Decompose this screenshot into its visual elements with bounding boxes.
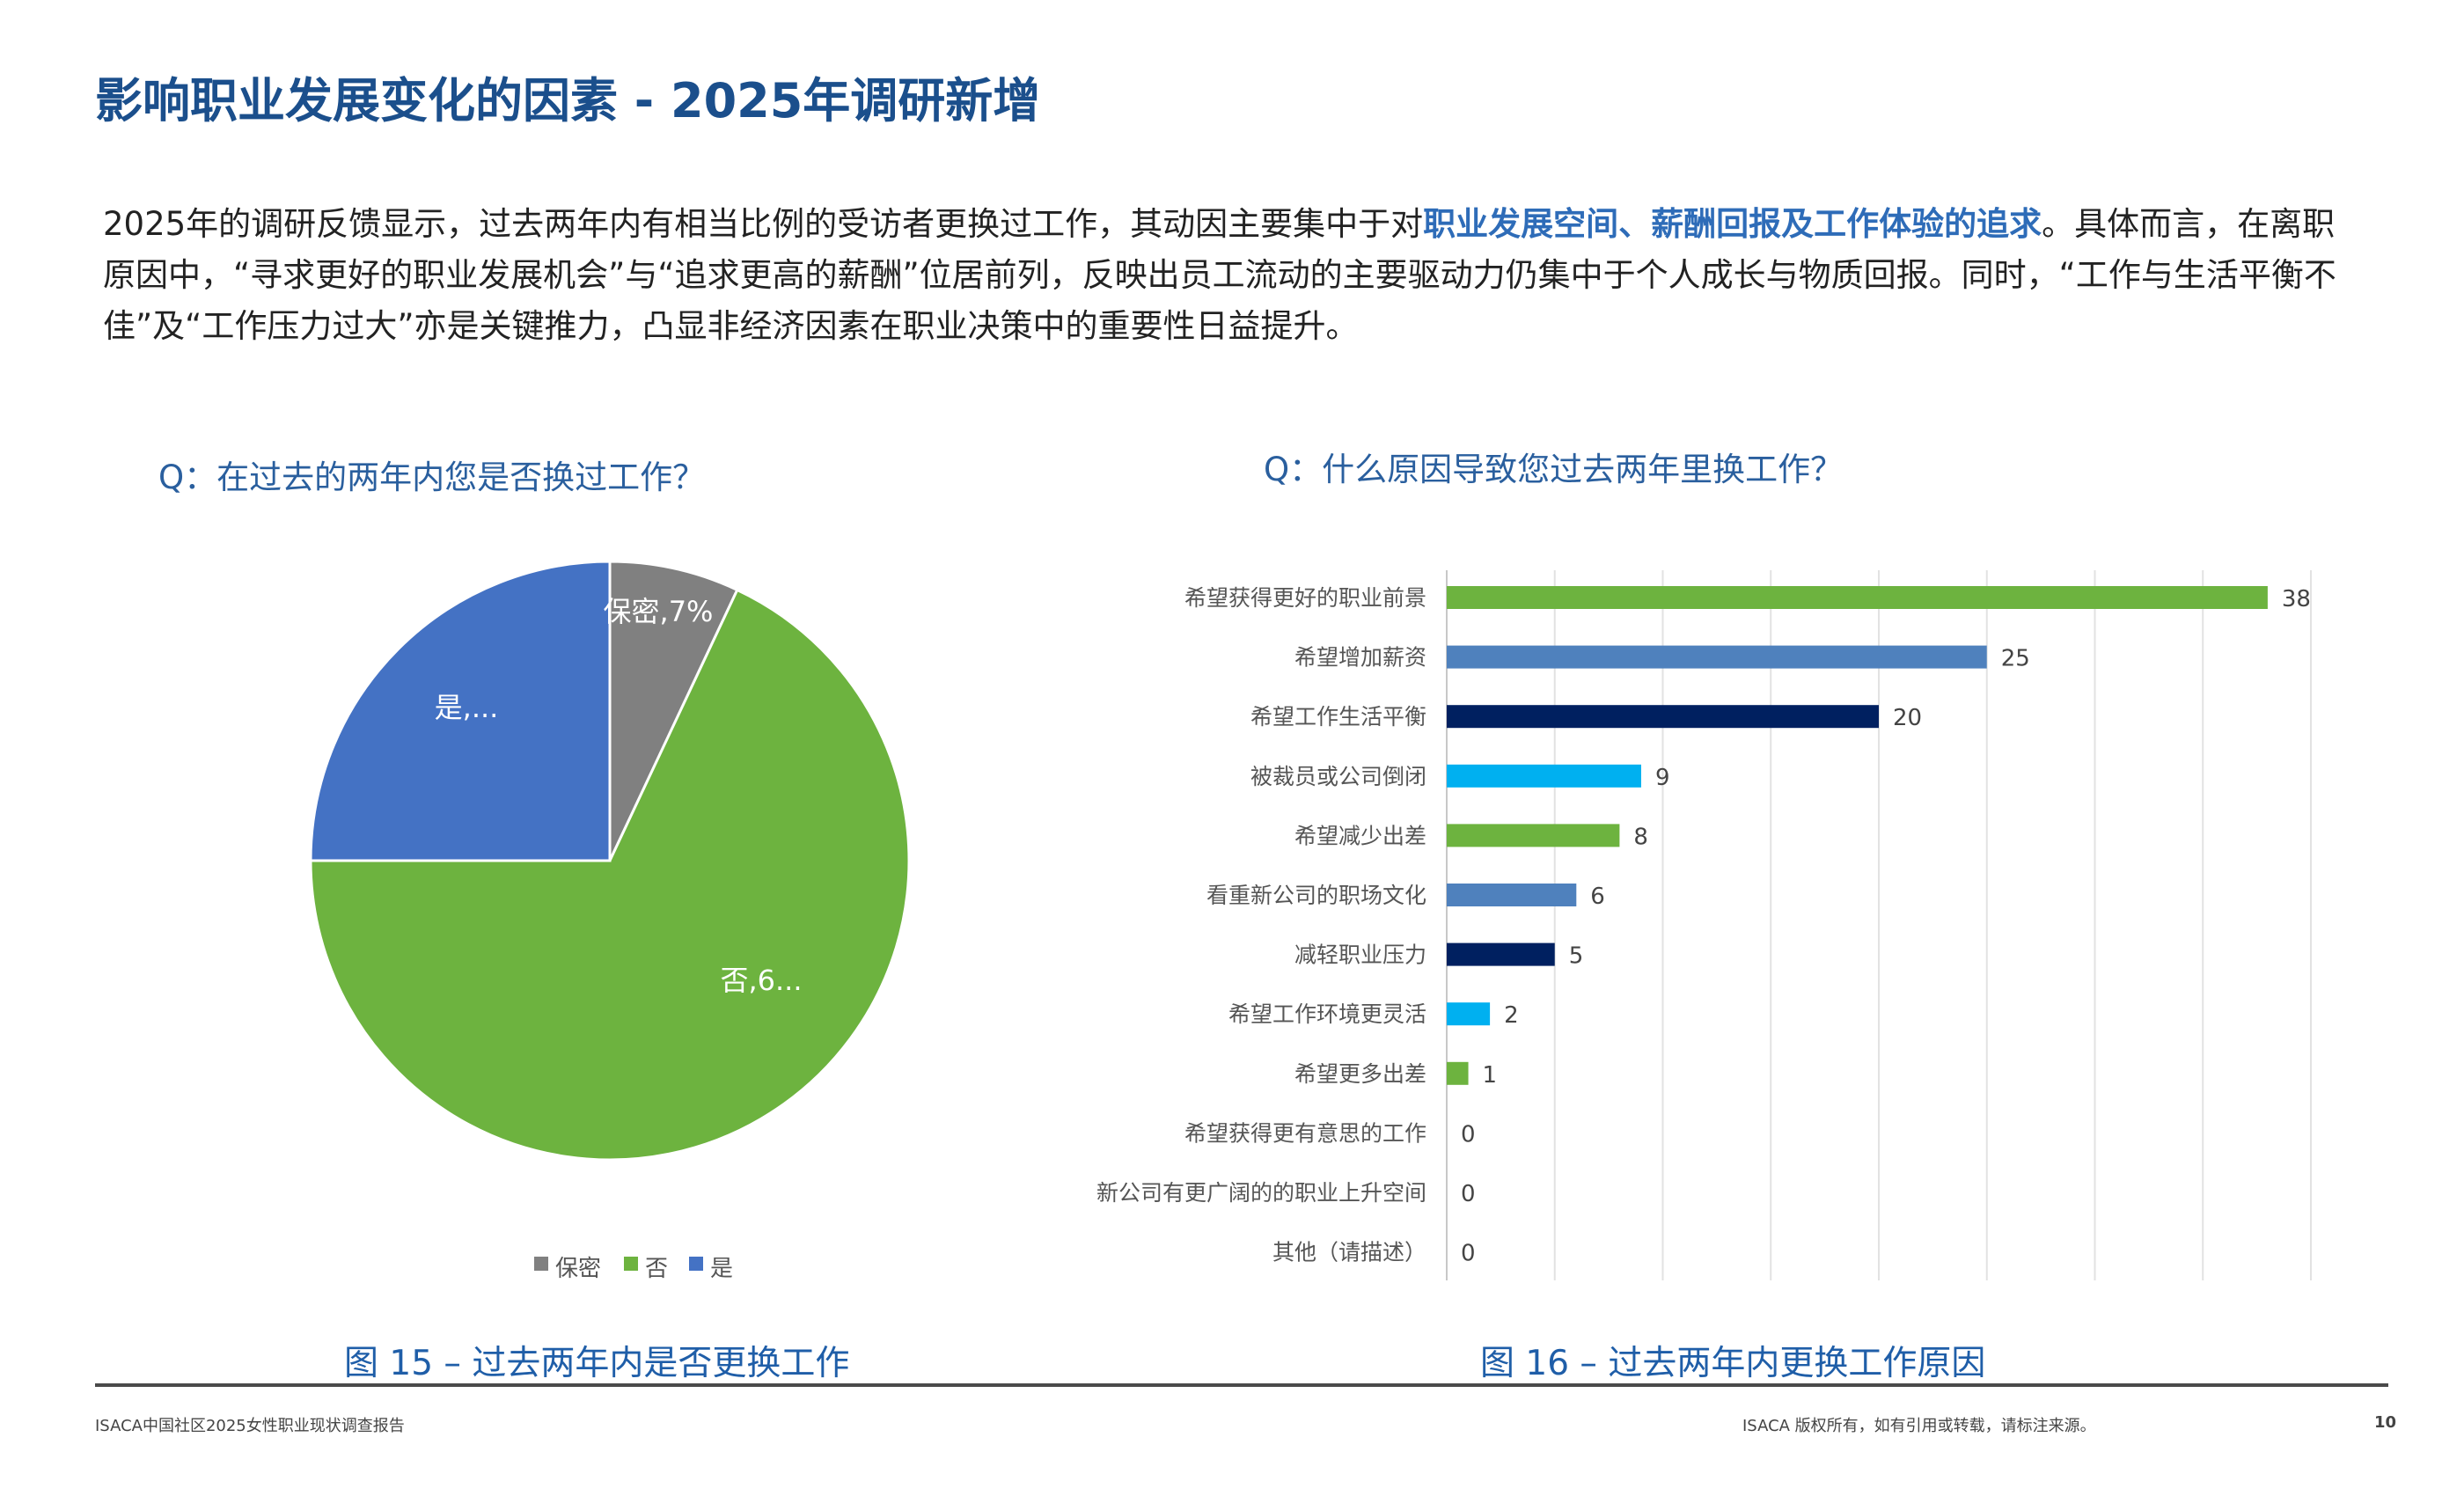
bar [1447,884,1577,906]
bar [1447,645,1987,669]
bar-category-label: 希望工作生活平衡 [1250,704,1426,730]
bar-value-label: 8 [1633,824,1648,850]
intro-text: 2025年的调研反馈显示，过去两年内有相当比例的受访者更换过工作，其动因主要集中… [103,205,1424,243]
pie-slice-否 [309,588,911,1162]
bar-value-label: 6 [1590,884,1605,910]
intro-paragraph: 2025年的调研反馈显示，过去两年内有相当比例的受访者更换过工作，其动因主要集中… [103,199,2356,352]
bar-value-label: 25 [2001,646,2030,672]
bar-value-label: 38 [2282,586,2311,612]
pie-data-label: 保密,7% [604,595,714,628]
bar [1447,586,2268,609]
bar-value-label: 0 [1461,1241,1476,1267]
bar-caption: 图 16 – 过去两年内更换工作原因 [1480,1344,1986,1383]
legend-swatch [624,1257,638,1271]
bar-value-label: 5 [1569,943,1584,970]
bar [1447,824,1620,847]
bar-category-label: 希望工作环境更灵活 [1228,1001,1426,1027]
bar [1447,705,1879,729]
divider [95,1383,2388,1387]
intro-text-rest: 。具体而言，在离职原因中，“寻求更好的职业发展机会”与“追求更高的薪酬”位居前列… [103,205,2336,345]
intro-highlight: 职业发展空间、薪酬回报及工作体验的追求 [1423,205,2042,243]
pie-data-label: 是,... [435,691,499,724]
legend-label: 是 [710,1256,733,1282]
legend-swatch [689,1257,703,1271]
bar-category-label: 希望获得更好的职业前景 [1184,585,1426,611]
bar-category-label: 被裁员或公司倒闭 [1250,764,1426,789]
pie-caption: 图 15 – 过去两年内是否更换工作 [344,1344,850,1383]
pie-data-label: 否,6... [720,964,802,997]
pie-slice-保密 [608,560,739,862]
bar-value-label: 0 [1461,1181,1476,1207]
bar-value-label: 9 [1655,765,1670,791]
pie-question: Q：在过去的两年内您是否换过工作？ [158,458,706,496]
bar [1447,1002,1491,1026]
bar [1447,942,1555,966]
footer-left: ISACA中国社区2025女性职业现状调查报告 [95,1417,405,1435]
bar-question: Q：什么原因导致您过去两年里换工作？ [1264,451,1844,488]
bar-value-label: 1 [1483,1062,1498,1089]
pie-slice-是 [309,560,612,862]
bar [1447,764,1641,788]
bar-value-label: 0 [1461,1121,1476,1148]
bar-category-label: 新公司有更广阔的的职业上升空间 [1096,1180,1426,1206]
footer-right: ISACA 版权所有，如有引用或转载，请标注来源。 [1742,1417,2096,1435]
bar-category-label: 希望增加薪资 [1294,645,1426,671]
bar-value-label: 20 [1893,705,1922,731]
legend-label: 否 [645,1256,668,1282]
page-number: 10 [2374,1413,2397,1432]
bar-category-label: 希望减少出差 [1294,823,1426,848]
legend-swatch [534,1257,548,1271]
bar-category-label: 减轻职业压力 [1294,942,1426,968]
bar-category-label: 看重新公司的职场文化 [1206,883,1426,908]
bar-category-label: 希望获得更有意思的工作 [1184,1120,1426,1146]
bar-value-label: 2 [1504,1002,1519,1029]
bar [1447,1061,1469,1085]
bar-category-label: 其他（请描述） [1272,1240,1426,1265]
legend-label: 保密 [555,1256,601,1282]
bar-category-label: 希望更多出差 [1294,1061,1426,1087]
page-title: 影响职业发展变化的因素 - 2025年调研新增 [95,73,1041,128]
